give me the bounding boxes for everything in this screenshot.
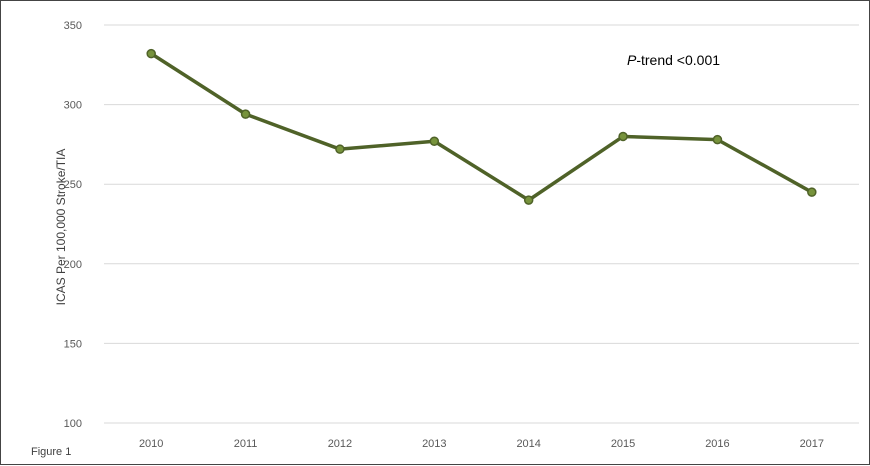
- x-tick-2017: 2017: [800, 438, 824, 450]
- point-2014: [523, 195, 534, 205]
- x-tick-2013: 2013: [422, 438, 446, 450]
- x-tick-2010: 2010: [139, 438, 163, 450]
- point-2017: [807, 187, 817, 197]
- y-tick-150: 150: [64, 338, 82, 350]
- y-tick-350: 350: [64, 20, 82, 32]
- point-2010: [146, 48, 156, 59]
- series-0-line: [150, 52, 813, 202]
- figure-label: Figure 1: [31, 446, 71, 458]
- x-tick-2012: 2012: [328, 438, 352, 450]
- y-tick-200: 200: [64, 259, 82, 271]
- point-2013: [429, 136, 440, 146]
- point-2011: [240, 109, 251, 119]
- y-tick-300: 300: [64, 100, 82, 112]
- point-2012: [335, 144, 345, 154]
- y-tick-labels: 100 150 200 250 300 350: [64, 20, 82, 430]
- x-tick-2011: 2011: [234, 438, 258, 450]
- x-tick-2014: 2014: [516, 438, 540, 450]
- x-tick-2015: 2015: [611, 438, 635, 450]
- p-trend-annotation: P-trend <0.001: [627, 52, 720, 68]
- x-tick-2016: 2016: [705, 438, 729, 450]
- y-tick-100: 100: [64, 418, 82, 430]
- point-2016: [712, 134, 723, 145]
- series-line: [150, 52, 813, 202]
- gridlines: [104, 24, 859, 424]
- p-trend-prefix: P: [627, 52, 637, 68]
- y-tick-250: 250: [64, 179, 82, 191]
- x-tick-labels: 2010 2011 2012 2013 2014 2015 2016 2017: [139, 438, 824, 450]
- data-markers: [146, 48, 817, 205]
- point-2015: [618, 131, 628, 142]
- p-trend-text: -trend <0.001: [636, 52, 720, 68]
- y-axis-title: ICAS Per 100,000 Stroke/TIA: [54, 149, 68, 306]
